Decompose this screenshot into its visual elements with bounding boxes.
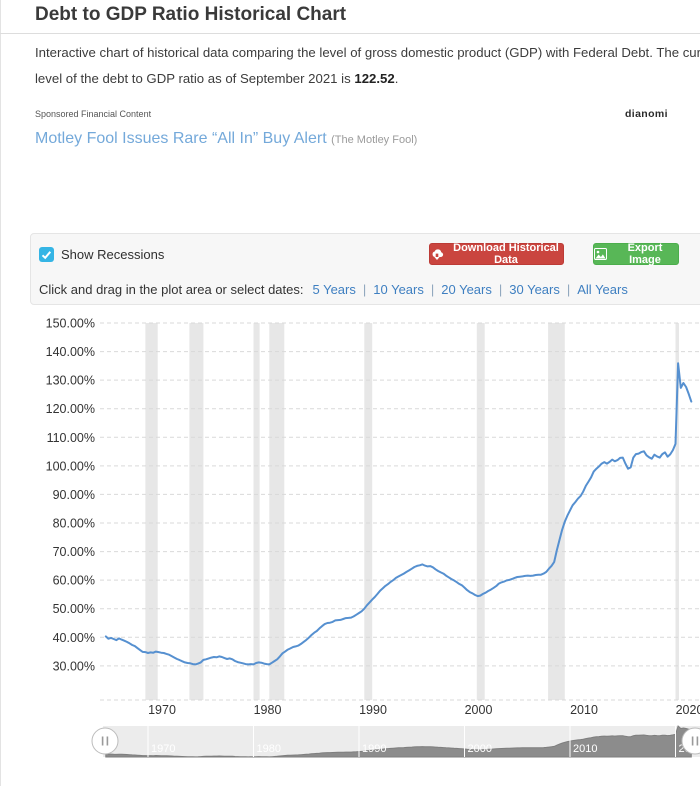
date-range-row: Click and drag in the plot area or selec… <box>39 279 628 299</box>
cloud-download-icon <box>432 249 444 260</box>
checkmark-icon <box>41 250 52 259</box>
intro-line-1: Interactive chart of historical data com… <box>35 45 700 60</box>
x-axis-label: 2010 <box>570 703 598 717</box>
handle-grip-bar <box>101 736 104 746</box>
y-axis-label: 70.00% <box>53 545 95 559</box>
range-separator: | <box>566 281 571 297</box>
navigator-year-label: 2010 <box>573 743 597 755</box>
sponsored-content-label: Sponsored Financial Content <box>35 109 152 119</box>
y-axis-label: 30.00% <box>53 659 95 673</box>
recession-band <box>548 323 565 700</box>
y-axis-label: 100.00% <box>46 459 95 473</box>
y-axis-label: 60.00% <box>53 574 95 588</box>
navigator-handle-left[interactable] <box>91 727 119 755</box>
page-left-border <box>0 0 1 786</box>
x-axis-label: 2020 <box>676 703 700 717</box>
y-axis-label: 120.00% <box>46 402 95 416</box>
y-axis-label: 40.00% <box>53 631 95 645</box>
navigator-area <box>105 725 692 758</box>
handle-grip-bar <box>696 736 699 746</box>
range-link-30-years[interactable]: 30 Years <box>509 281 560 297</box>
recession-band <box>476 323 485 700</box>
range-link-10-years[interactable]: 10 Years <box>373 281 424 297</box>
navigator-year-label: 1980 <box>257 743 281 755</box>
range-link-all-years[interactable]: All Years <box>577 281 628 297</box>
recession-band <box>145 323 158 700</box>
download-historical-data-button[interactable]: Download Historical Data <box>429 242 564 266</box>
navigator-handle-right[interactable] <box>681 727 700 755</box>
image-icon <box>594 248 607 260</box>
debt-gdp-series-line <box>104 362 693 666</box>
dianomi-logo[interactable]: dianomi <box>624 108 668 120</box>
ad-headline-link[interactable]: Motley Fool Issues Rare “All In” Buy Ale… <box>35 130 418 147</box>
range-links: 5 Years | 10 Years | 20 Years | 30 Years | All Y… <box>312 282 627 297</box>
y-axis-label: 110.00% <box>47 431 95 445</box>
current-ratio-value: 122.52 <box>354 71 395 86</box>
show-recessions-label[interactable]: Show Recessions <box>61 247 165 262</box>
recession-band <box>675 323 679 700</box>
show-recessions-checkbox[interactable] <box>39 247 54 262</box>
x-axis-label: 1970 <box>148 703 176 717</box>
y-axis-label: 80.00% <box>53 517 95 531</box>
ad-source: (The Motley Fool) <box>331 134 418 146</box>
navigator-year-label: 1970 <box>151 743 175 755</box>
x-axis-label: 2000 <box>465 703 493 717</box>
intro-paragraph: Interactive chart of historical data com… <box>35 40 700 92</box>
intro-line-2: level of the debt to GDP ratio as of Sep… <box>35 71 399 86</box>
chart-controls-panel: Show Recessions Download Historical Data… <box>30 233 700 305</box>
range-separator: | <box>430 281 435 297</box>
navigator-year-label: 1990 <box>362 743 386 755</box>
export-image-button[interactable]: Export Image <box>593 242 679 266</box>
x-axis-label: 1990 <box>359 703 387 717</box>
range-prompt: Click and drag in the plot area or selec… <box>39 281 304 297</box>
page-title: Debt to GDP Ratio Historical Chart <box>35 4 347 25</box>
recession-band <box>189 323 204 700</box>
y-axis-label: 140.00% <box>46 345 95 359</box>
range-separator: | <box>362 281 367 297</box>
navigator-year-label: 2000 <box>468 743 492 755</box>
debt-gdp-chart[interactable]: 150.00% 140.00% 130.00% 120.00% 110.00% 100.0… <box>0 313 700 786</box>
range-link-20-years[interactable]: 20 Years <box>441 281 492 297</box>
range-link-5-years[interactable]: 5 Years <box>312 281 356 297</box>
range-separator: | <box>498 281 503 297</box>
recession-band <box>364 323 373 700</box>
y-axis-label: 130.00% <box>46 374 95 388</box>
plot-area[interactable] <box>100 323 700 700</box>
y-axis-label: 90.00% <box>53 488 95 502</box>
recession-band <box>253 323 260 700</box>
recession-band <box>269 323 285 700</box>
y-axis-label: 50.00% <box>53 602 95 616</box>
x-axis-label: 1980 <box>254 703 282 717</box>
handle-grip-bar <box>106 736 109 746</box>
handle-grip-bar <box>691 736 694 746</box>
y-axis-label: 150.00% <box>46 317 95 331</box>
title-divider <box>0 33 700 34</box>
